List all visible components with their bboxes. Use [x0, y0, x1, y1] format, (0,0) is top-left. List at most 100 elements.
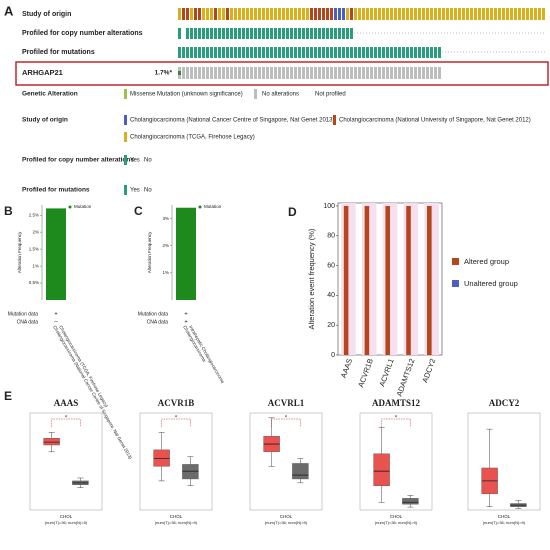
- legend-swatch: [452, 280, 459, 287]
- label: Mutation data: [8, 311, 39, 317]
- mut-cell: [342, 47, 345, 58]
- label: Genetic Alteration: [22, 91, 78, 98]
- mut-cell: [422, 47, 425, 58]
- gene-cell: [386, 67, 389, 79]
- study-cell: [350, 8, 353, 20]
- mut-cell: [406, 47, 409, 58]
- label: Profiled for mutations: [22, 49, 95, 56]
- mut-cell: [178, 47, 181, 58]
- x-tick-note: Cholangiocarcinoma (National Cancer Cent…: [52, 325, 133, 461]
- cna-cell: [190, 28, 193, 39]
- gene-cell: [438, 67, 441, 79]
- study-cell: [470, 8, 473, 20]
- mut-cell: [214, 47, 217, 58]
- bar: [176, 207, 196, 300]
- study-cell: [506, 8, 509, 20]
- study-cell: [270, 8, 273, 20]
- study-cell: [414, 8, 417, 20]
- study-cell: [238, 8, 241, 20]
- label: 0: [331, 352, 335, 359]
- study-cell: [262, 8, 265, 20]
- cna-cell: [342, 28, 345, 39]
- box: [373, 453, 390, 486]
- study-cell: [354, 8, 357, 20]
- label: D: [288, 205, 297, 219]
- x-tick-label: ADAMTS12: [395, 357, 417, 397]
- gene-cell: [210, 67, 213, 79]
- mut-cell: [378, 47, 381, 58]
- gene-cell: [182, 67, 185, 79]
- study-cell: [314, 8, 317, 20]
- label: Altered group: [464, 257, 509, 266]
- y-axis-label: Alteration Frequency: [17, 231, 22, 273]
- sig-bracket: [161, 418, 191, 427]
- mut-cell: [434, 47, 437, 58]
- cna-cell: [286, 28, 289, 39]
- study-cell: [522, 8, 525, 20]
- gene-cell: [278, 67, 281, 79]
- gene-cell: [214, 67, 217, 79]
- label: (num(T)=36; num(N)=9): [155, 520, 198, 525]
- mut-cell: [190, 47, 193, 58]
- study-cell: [474, 8, 477, 20]
- mut-cell: [270, 47, 273, 58]
- gene-cell: [378, 67, 381, 79]
- study-cell: [370, 8, 373, 20]
- study-cell: [450, 8, 453, 20]
- bar: [385, 205, 390, 355]
- gene-cell: [430, 67, 433, 79]
- band: [361, 203, 377, 355]
- mutation: [178, 71, 181, 75]
- mut-cell: [334, 47, 337, 58]
- study-cell: [302, 8, 305, 20]
- gene-cell: [322, 67, 325, 79]
- gene-cell: [422, 67, 425, 79]
- cna-cell: [262, 28, 265, 39]
- study-cell: [502, 8, 505, 20]
- label: CNA data: [147, 319, 169, 325]
- row-mark: +: [184, 320, 188, 326]
- study-cell: [206, 8, 209, 20]
- gene-cell: [242, 67, 245, 79]
- cna-cell: [274, 28, 277, 39]
- gene-cell: [402, 67, 405, 79]
- study-cell: [274, 8, 277, 20]
- study-cell: [310, 8, 313, 20]
- gene-cell: [318, 67, 321, 79]
- bar: [406, 205, 411, 355]
- mut-cell: [278, 47, 281, 58]
- study-cell: [330, 8, 333, 20]
- label: 3%: [162, 216, 169, 221]
- study-cell: [538, 8, 541, 20]
- mut-cell: [274, 47, 277, 58]
- study-cell: [258, 8, 261, 20]
- mut-cell: [286, 47, 289, 58]
- mut-cell: [354, 47, 357, 58]
- label: B: [4, 204, 13, 218]
- label: *: [175, 416, 178, 422]
- study-cell: [234, 8, 237, 20]
- gene-cell: [262, 67, 265, 79]
- mut-cell: [302, 47, 305, 58]
- study-cell: [346, 8, 349, 20]
- gene-cell: [350, 67, 353, 79]
- gene-cell: [362, 67, 365, 79]
- mut-cell: [246, 47, 249, 58]
- gene-cell: [338, 67, 341, 79]
- cna-cell: [222, 28, 225, 39]
- study-cell: [338, 8, 341, 20]
- cna-cell: [194, 28, 197, 39]
- study-cell: [494, 8, 497, 20]
- label: 80: [327, 233, 335, 240]
- label: Profiled for mutations: [22, 187, 90, 194]
- study-cell: [334, 8, 337, 20]
- study-cell: [378, 8, 381, 20]
- gene-cell: [410, 67, 413, 79]
- label: Cholangiocarcinoma (National Cancer Cent…: [130, 118, 334, 124]
- gene-cell: [218, 67, 221, 79]
- label: Missense Mutation (unknown significance): [130, 92, 243, 98]
- cna-cell: [278, 28, 281, 39]
- bar: [343, 205, 349, 355]
- cna-cell: [266, 28, 269, 39]
- gene-cell: [234, 67, 237, 79]
